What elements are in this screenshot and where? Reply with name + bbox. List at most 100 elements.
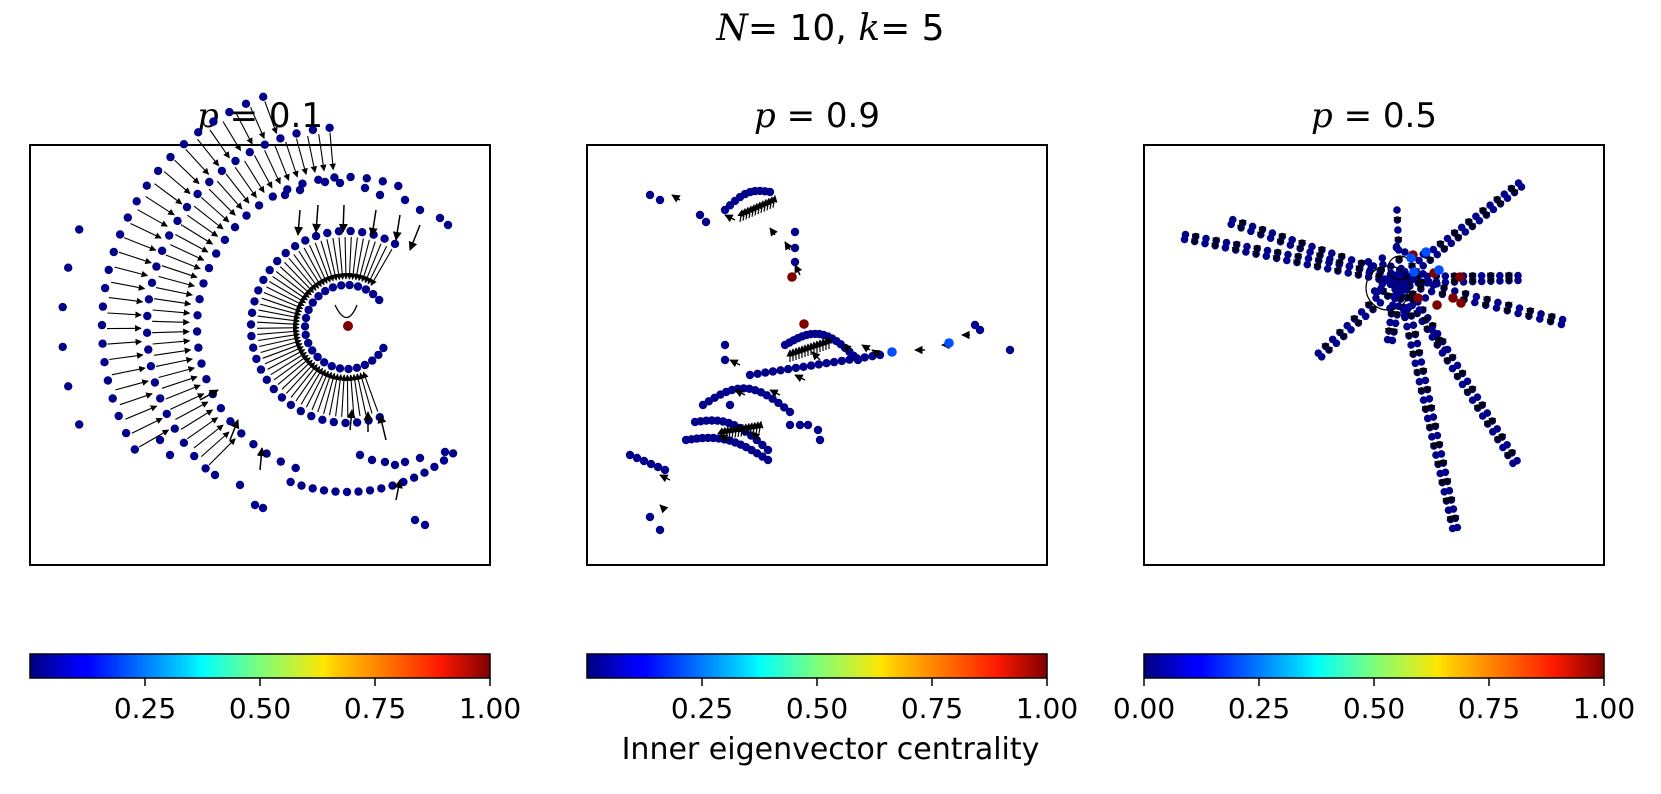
network-node [323, 229, 331, 237]
network-node [335, 227, 343, 235]
network-edge [152, 332, 189, 333]
network-node [1329, 336, 1337, 344]
network-edge [764, 200, 766, 212]
network-node [830, 358, 838, 366]
network-node [391, 240, 399, 248]
network-node [1358, 308, 1366, 316]
network-edge [743, 209, 745, 221]
colorbar-2: 0.25 0.50 0.75 1.00 [587, 654, 1078, 725]
network-node [656, 526, 664, 534]
network-node [249, 440, 257, 448]
network-node [656, 196, 664, 204]
network-node [369, 231, 377, 239]
network-node [320, 486, 328, 494]
network-node [1445, 506, 1453, 514]
network-node [1448, 293, 1458, 303]
network-edge [330, 133, 333, 170]
network-node [1419, 270, 1427, 278]
colorbar-tick-label: 0.25 [1228, 692, 1290, 725]
network-node [753, 370, 761, 378]
colorbar-tick-label: 0.50 [786, 692, 848, 725]
network-node [199, 279, 207, 287]
self-loop [335, 305, 357, 318]
network-node [1428, 326, 1436, 334]
network-node [1393, 206, 1401, 214]
network-edge [138, 210, 168, 227]
network-node [225, 108, 233, 116]
network-edge [175, 160, 199, 184]
network-node [1518, 183, 1526, 191]
network-node [193, 327, 201, 335]
network-node [440, 456, 448, 464]
network-edge [265, 102, 277, 134]
network-node [1459, 381, 1467, 389]
network-node [259, 504, 267, 512]
network-node [304, 339, 312, 347]
network-node [1006, 346, 1014, 354]
network-node [374, 351, 382, 359]
network-node [309, 484, 317, 492]
network-node [761, 368, 769, 376]
network-node [1462, 228, 1470, 236]
network-edge [371, 249, 392, 285]
network-node [399, 478, 407, 486]
network-node [147, 362, 155, 370]
network-edge [146, 196, 175, 215]
network-node [1432, 300, 1442, 310]
network-node [325, 124, 333, 132]
network-edge [343, 205, 344, 232]
network-node [193, 311, 201, 319]
network-node [346, 227, 354, 235]
network-node [1394, 226, 1402, 234]
network-node [259, 276, 267, 284]
network-node [1419, 262, 1427, 270]
network-node [1424, 415, 1432, 423]
network-node [1558, 321, 1566, 329]
network-edge [770, 228, 775, 235]
network-node [1393, 244, 1401, 252]
network-node [861, 353, 869, 361]
network-node [401, 196, 409, 204]
network-node [320, 358, 328, 366]
network-node [366, 486, 374, 494]
network-node [281, 191, 289, 199]
network-node [796, 421, 804, 429]
network-node [131, 445, 139, 453]
network-node [721, 356, 729, 364]
network-node [388, 481, 396, 489]
network-edge [319, 134, 324, 171]
network-edge [740, 210, 742, 222]
network-node [853, 354, 861, 362]
network-node [257, 365, 265, 373]
network-node [313, 353, 321, 361]
network-node [1448, 240, 1456, 248]
network-edge [257, 331, 299, 334]
network-node [318, 416, 326, 424]
network-edge [217, 181, 242, 209]
colorbar-tick-label: 0.50 [229, 692, 291, 725]
network-edge [108, 342, 142, 345]
network-node [380, 235, 388, 243]
network-edge [298, 210, 300, 235]
network-node [273, 257, 281, 265]
network-node [282, 249, 290, 257]
network-node [1410, 321, 1418, 329]
network-node [287, 401, 295, 409]
network-node [1421, 247, 1431, 257]
network-node [64, 382, 72, 390]
network-node [786, 421, 794, 429]
network-edge [194, 206, 223, 229]
colorbar-1: 0.25 0.50 0.75 1.00 [30, 654, 521, 725]
network-node [328, 362, 336, 370]
network-node [1441, 488, 1449, 496]
network-node [99, 302, 107, 310]
network-node [166, 451, 174, 459]
network-node [726, 401, 734, 409]
network-node [122, 429, 130, 437]
network-node [1223, 239, 1231, 247]
network-node [261, 141, 269, 149]
panel-2-frame [587, 145, 1047, 565]
network-node [1469, 396, 1477, 404]
network-node [375, 296, 383, 304]
network-node [144, 345, 152, 353]
